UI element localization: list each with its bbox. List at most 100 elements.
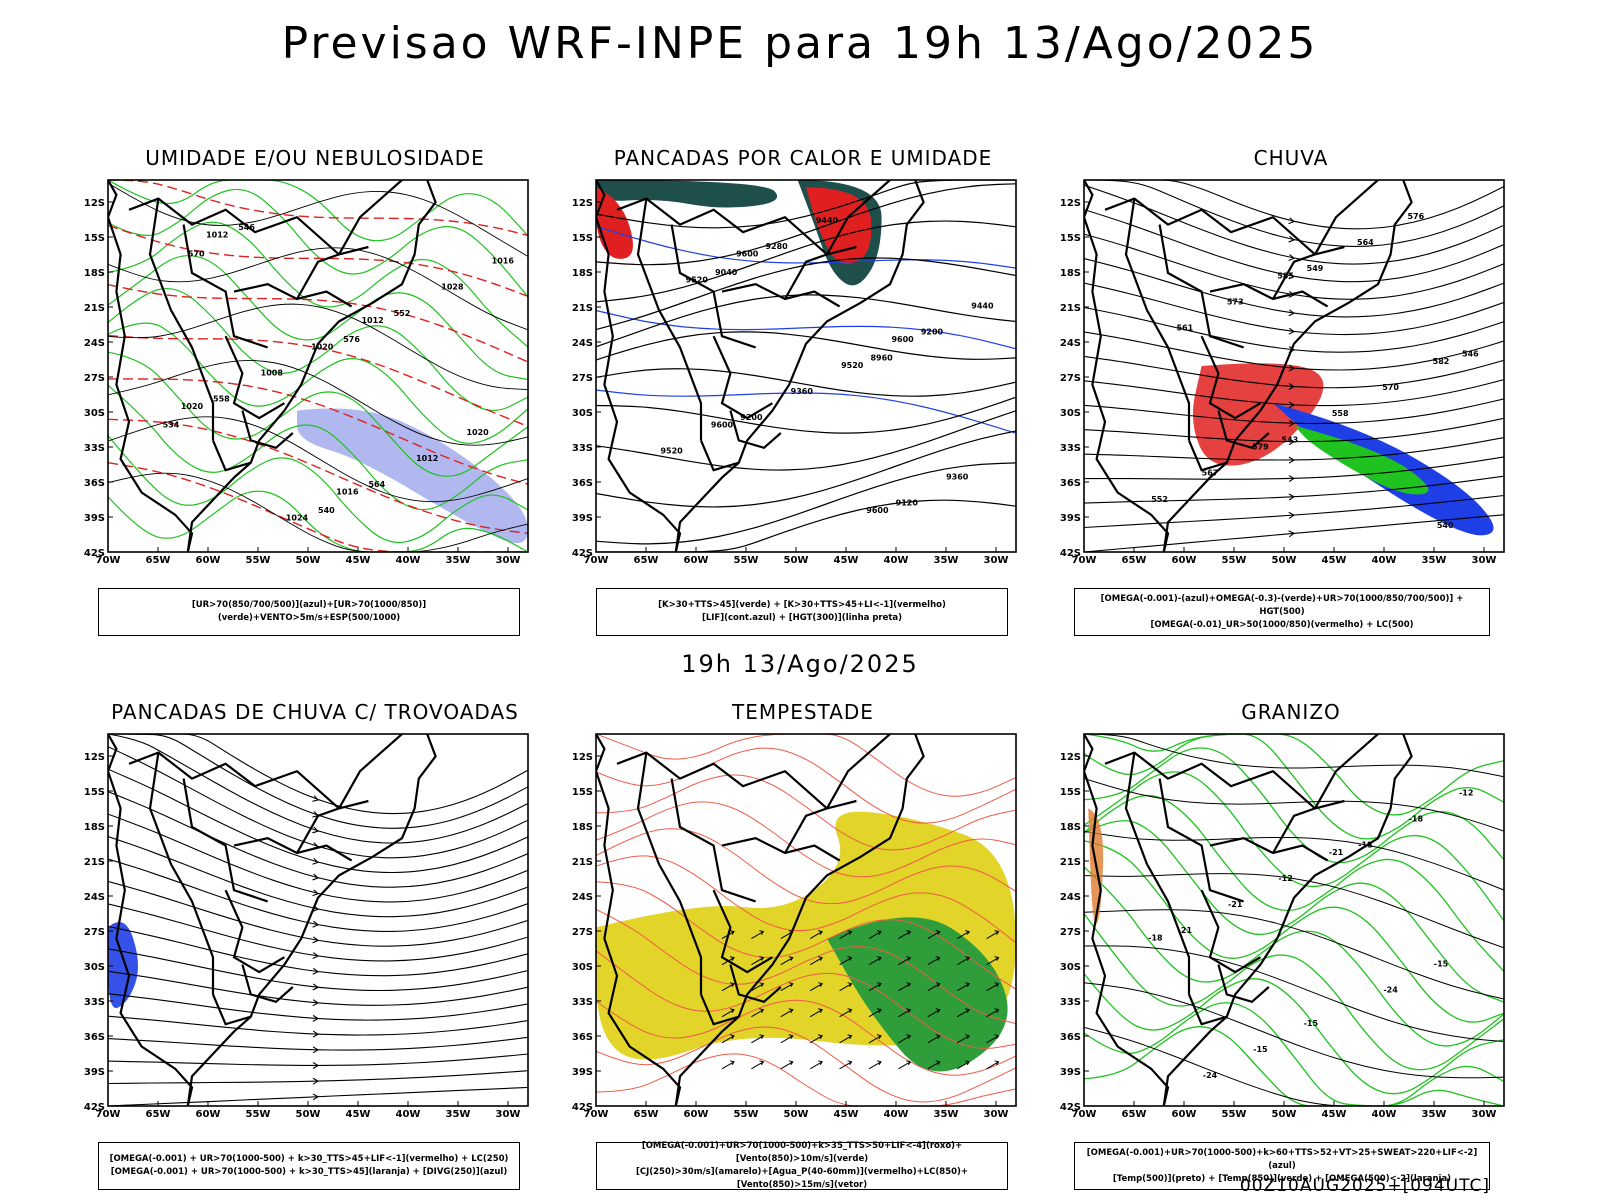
basemap (596, 180, 925, 552)
legend-line: [UR>70(850/700/500)](azul)+[UR>70(1000/8… (191, 600, 427, 623)
state-border (826, 180, 891, 255)
isoline (596, 734, 1016, 797)
flow-arrow (312, 1062, 320, 1069)
contour-labels: 1012 1012 1020 1016 1016 1020 1020 1024 1028 1008… (163, 223, 515, 522)
divergence-shading (108, 922, 138, 1009)
legend-line: [K>30+TTS>45](verde) + [K>30+TTS>45+LI<-… (658, 600, 946, 610)
west-coastline (1084, 734, 1170, 1106)
lat-tick-label: 21S (572, 303, 593, 314)
wind-vector (868, 930, 882, 940)
contour-label: 9440 (816, 216, 839, 225)
panel-title: CHUVA (1253, 146, 1329, 170)
state-border (182, 778, 268, 903)
wind-vector (927, 1008, 941, 1018)
panel-chuva: CHUVA 585 582 579 576 573 570 567 564 561 558 552 5… (1056, 146, 1526, 646)
lon-tick-label: 50W (296, 1109, 321, 1120)
contour-label: 1012 (416, 454, 438, 463)
streamline (108, 791, 528, 888)
contour-label: 540 (318, 506, 335, 515)
contour-label: 552 (394, 309, 411, 318)
lat-tick-label: 18S (84, 822, 105, 833)
wind-vector (986, 982, 1000, 992)
wind-vector (751, 1034, 765, 1044)
lon-tick-label: 60W (196, 1109, 221, 1120)
state-border (128, 751, 369, 810)
lat-tick-label: 42S (84, 1102, 105, 1113)
flow-arrow (1288, 530, 1296, 538)
streamline (108, 948, 528, 992)
streamline (108, 813, 528, 903)
isoline (596, 801, 1016, 878)
contour-label: 1016 (492, 257, 515, 266)
wind-vector (898, 930, 912, 940)
lon-tick-label: 30W (984, 1109, 1009, 1120)
isoline (1084, 1026, 1504, 1106)
isoline (108, 303, 528, 391)
lon-tick-label: 45W (346, 555, 371, 566)
flow-arrow (1288, 438, 1296, 446)
isoline (108, 360, 528, 446)
lon-tick-label: 45W (834, 1109, 859, 1120)
lon-tick-label: 55W (246, 555, 271, 566)
east-coastline (1162, 180, 1413, 552)
wind-vector (809, 982, 824, 992)
lon-tick-label: 55W (246, 1109, 271, 1120)
contour-label: 534 (163, 420, 180, 429)
panel-title: GRANIZO (1241, 700, 1341, 724)
state-border (1187, 993, 1228, 1026)
contour-label: 9200 (740, 413, 763, 422)
flow-arrow (1288, 309, 1296, 317)
contour-set (108, 180, 528, 552)
isoline (596, 999, 1016, 1076)
isoline (1084, 973, 1504, 1095)
state-border (699, 993, 740, 1026)
basemap (596, 734, 925, 1106)
contour-label: -15 (1434, 960, 1449, 969)
state-border (224, 889, 285, 974)
isoline (1084, 794, 1504, 972)
isoline (108, 182, 528, 257)
lat-tick-label: 30S (572, 962, 593, 973)
map-granizo: -21 -18 -15 -12 -12 -15 -15 -18 -21 -24 -24 -18 -21 1… (1056, 730, 1526, 1120)
legend-line: [OMEGA(-0.001)+UR>70(1000-500)+k>35_TTS>… (641, 1141, 963, 1164)
state-border (1209, 837, 1329, 862)
flow-arrow (1288, 419, 1296, 427)
isoline (108, 351, 528, 477)
streamline (108, 835, 528, 918)
streamline (1084, 209, 1504, 283)
wind-vector (780, 1008, 794, 1018)
east-coastline (674, 180, 925, 552)
contour-label: 9600 (866, 506, 889, 515)
wind-vector (898, 1060, 912, 1070)
lat-tick-label: 15S (1060, 787, 1081, 798)
lat-tick-label: 24S (572, 892, 593, 903)
lat-tick-label: 36S (1060, 1032, 1081, 1043)
contour-label: 558 (1332, 409, 1349, 418)
contour-label: -21 (1228, 900, 1243, 909)
lon-tick-label: 60W (1172, 555, 1197, 566)
isoline (1084, 909, 1504, 1000)
streamline (1084, 398, 1504, 425)
lat-tick-label: 36S (1060, 478, 1081, 489)
lon-tick-label: 65W (146, 555, 171, 566)
streamline (1084, 306, 1504, 353)
contour-label: 9600 (711, 420, 734, 429)
flow-arrow (312, 952, 320, 960)
flow-arrow (1288, 290, 1296, 298)
isoline (108, 224, 528, 298)
isoline (596, 950, 1016, 1049)
wind-vector (927, 956, 941, 966)
panel-granizo: GRANIZO -21 -18 -15 -12 -12 -15 -15 -18 -21 -24 -2… (1056, 700, 1526, 1200)
isoline (1084, 778, 1504, 832)
map-content: 9600 9600 9600 9600 9520 9520 9520 9440 9440 9360… (596, 180, 1016, 552)
lat-tick-label: 15S (572, 233, 593, 244)
contour-label: -24 (1383, 986, 1398, 995)
streamline (108, 993, 528, 1021)
lon-tick-label: 60W (1172, 1109, 1197, 1120)
main-title: Previsao WRF-INPE para 19h 13/Ago/2025 (281, 18, 1319, 69)
wind-vector (868, 1034, 882, 1044)
lat-tick-label: 27S (572, 373, 593, 384)
lon-tick-label: 45W (346, 1109, 371, 1120)
lon-tick-label: 50W (296, 555, 321, 566)
contour-label: 567 (1202, 469, 1219, 478)
